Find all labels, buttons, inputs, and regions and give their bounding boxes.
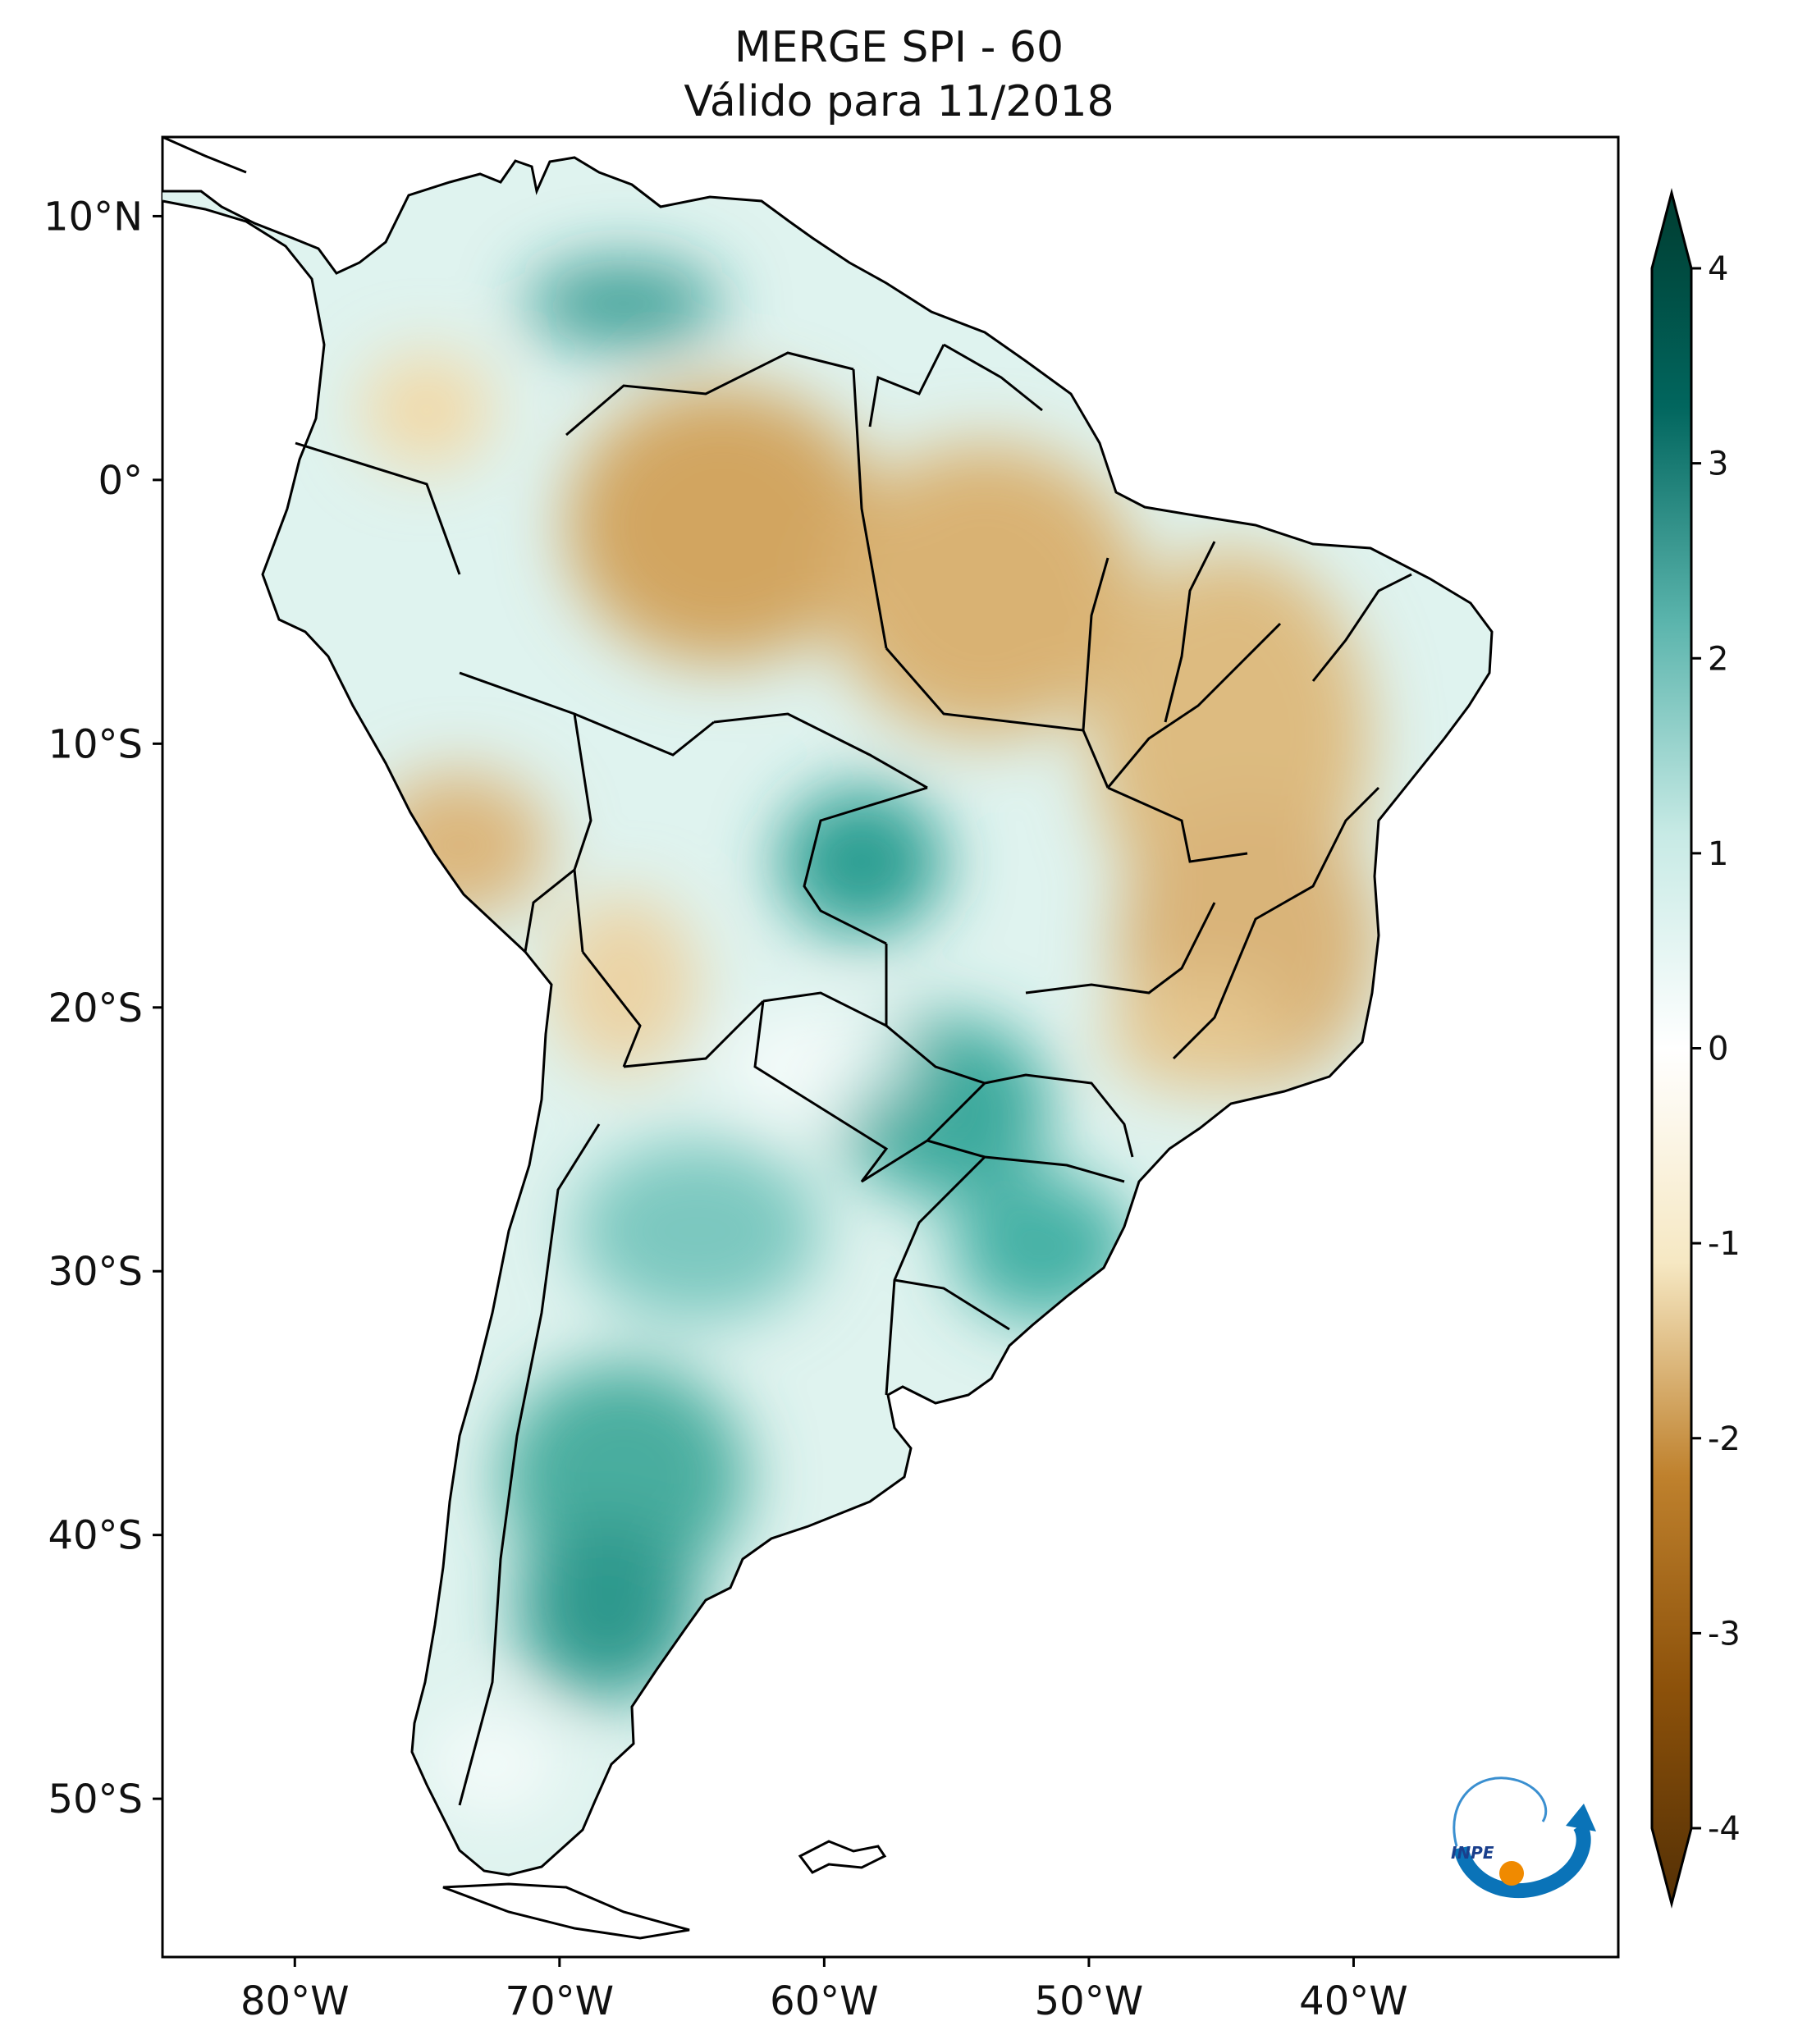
inpe-logo-text: INPE <box>1451 1843 1494 1863</box>
colorbar-tick-label: -4 <box>1708 1810 1741 1848</box>
coastlines-and-borders <box>162 135 1494 1940</box>
lat-tick-label: 20°S <box>48 985 143 1031</box>
colorbar-tick-label: 2 <box>1708 640 1728 678</box>
map-subtitle: Válido para 11/2018 <box>684 77 1114 126</box>
lon-tick-label: 60°W <box>770 1978 879 2024</box>
colorbar-tick-label: 4 <box>1708 250 1728 288</box>
lat-tick-label: 0° <box>98 458 143 504</box>
inpe-logo: INPE <box>1451 1776 1596 1899</box>
colorbar-scale <box>1650 188 1693 1909</box>
colorbar-tick-label: 0 <box>1708 1031 1728 1068</box>
lon-tick-label: 50°W <box>1035 1978 1144 2024</box>
colorbar-ticks: 4 3 2 1 0 -1 -2 -3 -4 <box>1691 250 1741 1848</box>
lat-tick-label: 40°S <box>48 1513 143 1559</box>
map-title: MERGE SPI - 60 <box>734 23 1064 72</box>
colorbar-tick-label: 3 <box>1708 446 1728 483</box>
lon-tick-label: 80°W <box>240 1978 350 2024</box>
lon-tick-label: 40°W <box>1299 1978 1408 2024</box>
colorbar-tick-label: -2 <box>1708 1420 1741 1458</box>
lon-tick-label: 70°W <box>506 1978 615 2024</box>
colorbar-tick-label: 1 <box>1708 835 1728 873</box>
colorbar-tick-label: -3 <box>1708 1615 1741 1653</box>
longitude-axis: 80°W 70°W 60°W 50°W 40°W <box>240 1957 1408 2024</box>
lat-tick-label: 10°N <box>43 194 143 240</box>
lat-tick-label: 10°S <box>48 721 143 767</box>
colorbar-tick-label: -1 <box>1708 1225 1741 1263</box>
latitude-axis: 10°N 0° 10°S 20°S 30°S 40°S 50°S <box>43 194 162 1822</box>
lat-tick-label: 30°S <box>48 1249 143 1295</box>
lat-tick-label: 50°S <box>48 1776 143 1822</box>
colorbar: 4 3 2 1 0 -1 -2 -3 -4 <box>1650 188 1741 1909</box>
